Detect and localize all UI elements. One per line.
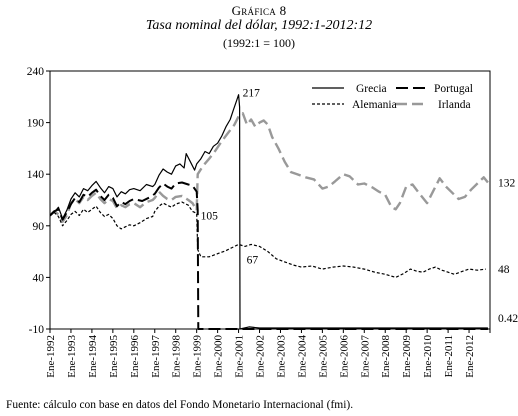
x-tick-label: Ene-1997 <box>150 335 162 378</box>
chart-subtitle: (1992:1 = 100) <box>222 36 296 50</box>
x-tick-label: Ene-1996 <box>129 335 141 378</box>
legend: Grecia Portugal Alemania Irlanda <box>312 83 473 111</box>
x-tick-label: Ene-1993 <box>66 335 78 378</box>
x-tick-label: Ene-2002 <box>255 335 267 378</box>
x-tick-label: Ene-2008 <box>380 335 392 378</box>
legend-label-grecia: Grecia <box>356 83 387 95</box>
x-tick-label: Ene-2011 <box>443 335 455 377</box>
series-layer <box>49 94 489 330</box>
x-tick-label: Ene-2012 <box>464 335 476 378</box>
series-line-alemania <box>49 201 486 278</box>
x-tick-label: Ene-1998 <box>171 335 183 378</box>
annotations: 217 105 67 132 48 0.42 <box>201 88 518 326</box>
x-tick-label: Ene-1994 <box>87 335 99 378</box>
x-tick-label: Ene-1992 <box>45 335 57 378</box>
annotation-label: 132 <box>498 177 516 189</box>
y-tick-label: 90 <box>33 221 45 233</box>
x-tick-label: Ene-2006 <box>338 335 350 378</box>
chart-title: Tasa nominal del dólar, 1992:1-2012:12 <box>145 18 373 33</box>
y-tick-label: 40 <box>33 272 45 284</box>
x-tick-label: Ene-2004 <box>296 335 308 378</box>
legend-label-portugal: Portugal <box>434 83 473 95</box>
y-tick-label: 240 <box>27 66 45 78</box>
x-tick-label: Ene-2001 <box>234 335 246 378</box>
x-tick-label: Ene-2007 <box>359 335 371 378</box>
annotation-label: 105 <box>201 210 219 222</box>
y-tick-label: 190 <box>27 118 45 130</box>
annotation-label: 0.42 <box>498 313 518 325</box>
x-tick-label: Ene-2005 <box>317 335 329 378</box>
annotation-label: 67 <box>247 255 259 267</box>
legend-label-irlanda: Irlanda <box>438 99 471 111</box>
figure-label: Gráfica 8 <box>231 3 287 18</box>
legend-label-alemania: Alemania <box>352 99 397 111</box>
annotation-label: 48 <box>498 264 510 276</box>
line-chart: -10 40 90 140 190 240 Ene-1992 Ene-1993 Ene-1994… <box>27 66 518 378</box>
x-tick-label: Ene-2009 <box>401 335 413 378</box>
source-note: Fuente: cálculo con base en datos del Fo… <box>6 399 354 411</box>
y-tick-label: 140 <box>27 169 45 181</box>
x-tick-label: Ene-2003 <box>275 335 287 378</box>
axes: -10 40 90 140 190 240 Ene-1992 Ene-1993 Ene-1994… <box>27 66 491 378</box>
x-tick-label: Ene-1999 <box>192 335 204 378</box>
y-tick-label: -10 <box>29 324 45 336</box>
series-line-portugal <box>49 181 488 330</box>
series-line-grecia <box>49 94 488 330</box>
x-tick-label: Ene-2010 <box>422 335 434 378</box>
annotation-label: 217 <box>243 88 260 100</box>
x-tick-label: Ene-2000 <box>213 335 225 378</box>
x-tick-label: Ene-1995 <box>108 335 120 378</box>
